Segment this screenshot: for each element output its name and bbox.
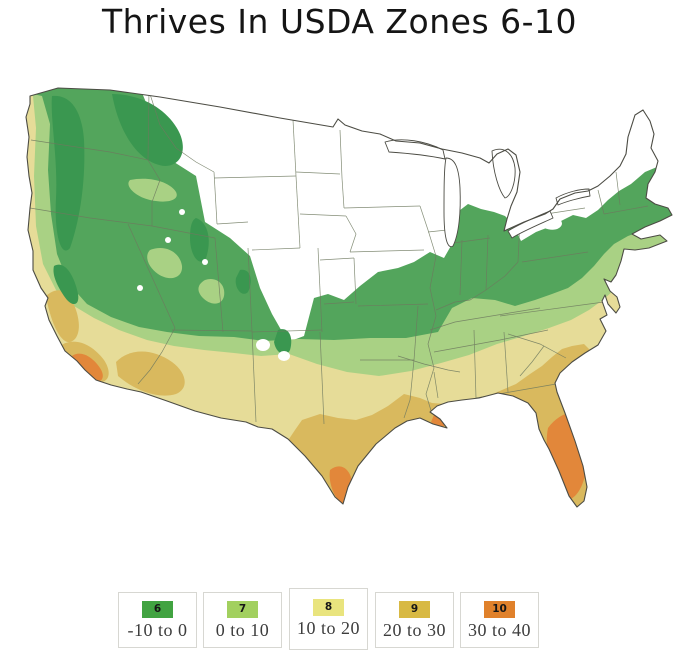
- zone-9-arizona-region: [116, 351, 185, 396]
- colorado-terrain: [235, 269, 251, 294]
- sierra-terrain: [53, 264, 79, 305]
- page-title: Thrives In USDA Zones 6-10: [101, 2, 578, 41]
- zone-10-color-swatch: 10: [484, 601, 515, 618]
- legend-item-zone-9: 9 20 to 30: [375, 592, 454, 648]
- zone-7-color-swatch: 7: [227, 601, 258, 618]
- zone-7-range-label: 0 to 10: [215, 620, 270, 640]
- zone-fill-layers: [26, 88, 672, 507]
- zone-9-california-valley: [46, 290, 79, 343]
- zone-6-range-label: -10 to 0: [127, 620, 188, 640]
- nevada-valley-patch: [147, 247, 183, 279]
- great-lakes: [384, 139, 591, 248]
- utah-valley-patch: [198, 278, 225, 304]
- zone-9-number: 9: [410, 603, 419, 616]
- nevada-cold-dot: [165, 237, 171, 243]
- zone-10-range-label: 30 to 40: [467, 620, 531, 640]
- new-mexico-terrain: [274, 329, 292, 355]
- zone-10-louisiana-delta: [431, 415, 447, 429]
- zone-6-number: 6: [153, 603, 162, 616]
- usa-hardiness-map: [25, 87, 673, 508]
- zone-6-dark-terrain: [51, 94, 292, 355]
- zone-8-color-swatch: 8: [313, 599, 344, 616]
- lake-superior: [384, 139, 446, 160]
- zone-7-number: 7: [238, 603, 247, 616]
- utah-cold-dot: [202, 259, 208, 265]
- zone-10-socal-coast: [72, 353, 103, 383]
- lake-michigan: [443, 157, 461, 248]
- legend-item-zone-10: 10 30 to 40: [460, 592, 539, 648]
- zone-6-color-swatch: 6: [142, 601, 173, 618]
- zone-9-range-label: 20 to 30: [382, 620, 446, 640]
- zone-9-color-swatch: 9: [399, 601, 430, 618]
- lake-ontario: [555, 188, 591, 206]
- new-mexico-cold-pocket: [256, 339, 270, 351]
- zone-7-valley-patches: [128, 178, 225, 304]
- legend-item-zone-7: 7 0 to 10: [203, 592, 282, 648]
- legend-item-zone-6: 6 -10 to 0: [118, 592, 197, 648]
- state-borders: [26, 90, 649, 425]
- new-mexico-cold-pocket-2: [278, 351, 290, 361]
- idaho-cold-dot: [179, 209, 185, 215]
- cascades-terrain: [51, 95, 85, 251]
- zone-10-number: 10: [492, 603, 507, 616]
- legend-item-zone-8: 8 10 to 20: [289, 588, 368, 650]
- snake-river-patch: [128, 178, 177, 202]
- northern-rockies-terrain: [112, 94, 183, 166]
- zone-8-number: 8: [324, 601, 333, 614]
- us-outline: [25, 87, 673, 508]
- wasatch-terrain: [190, 218, 209, 262]
- nevada-cold-dot-2: [137, 285, 143, 291]
- zone-8-range-label: 10 to 20: [296, 618, 360, 638]
- lake-huron: [491, 148, 516, 199]
